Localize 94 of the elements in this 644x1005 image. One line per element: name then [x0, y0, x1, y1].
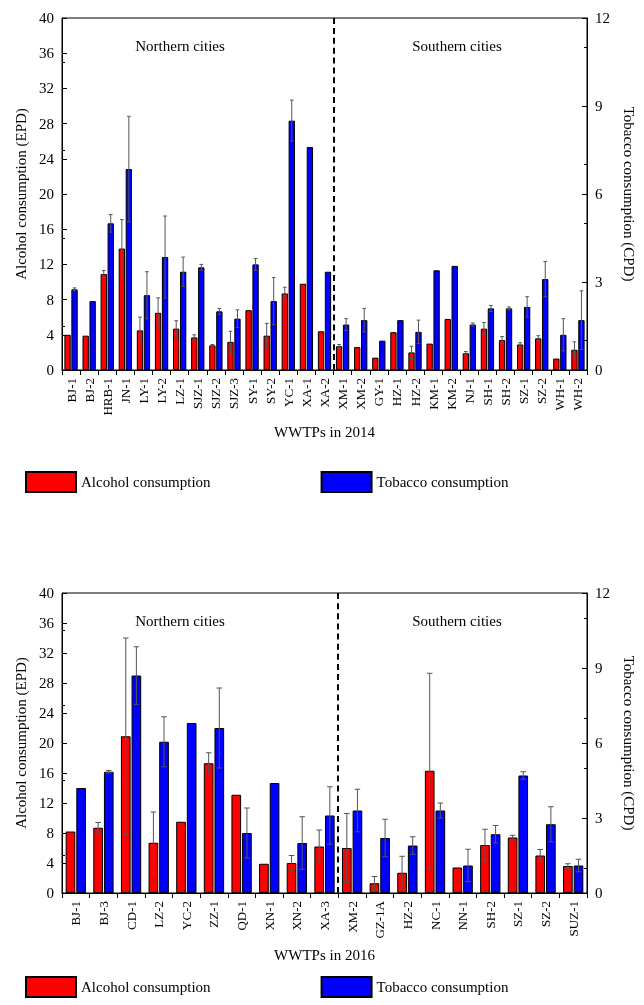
annotation: Southern cities	[412, 612, 502, 629]
y-tick-label: 4	[46, 326, 55, 343]
x-tick-label: GZ-1A	[372, 900, 388, 939]
x-tick-label: BJ-1	[68, 901, 84, 926]
x-tick-label: KM-2	[443, 378, 459, 410]
x-tick-label: WH-1	[552, 378, 568, 411]
y2-tick-label: 12	[595, 10, 610, 26]
x-tick-label: LZ-2	[151, 901, 167, 928]
x-axis-title: WWTPs in 2014	[274, 423, 376, 440]
y2-axis-title: Tobacco consumption (CPD)	[619, 106, 637, 282]
y-tick-label: 20	[39, 186, 54, 202]
x-tick-label: XN-2	[289, 901, 305, 931]
y-tick-label: 40	[39, 585, 54, 601]
x-tick-label: XA-3	[317, 901, 332, 931]
y-tick-label: 16	[39, 221, 55, 238]
x-tick-label: WH-2	[570, 378, 586, 411]
x-tick-label: ZZ-1	[206, 901, 222, 928]
x-tick-label: YC-1	[280, 378, 296, 407]
y2-tick-label: 12	[595, 585, 610, 601]
y2-tick-label: 9	[595, 660, 603, 676]
x-tick-label: NC-1	[427, 901, 443, 930]
x-tick-label: SJZ-2	[208, 378, 224, 410]
y-tick-label: 28	[39, 675, 54, 691]
x-tick-label: SY-2	[262, 378, 278, 405]
x-tick-label: HZ-2	[399, 901, 415, 930]
x-tick-label: HRB-1	[99, 378, 115, 416]
x-tick-label: XM-2	[344, 901, 360, 933]
y-tick-label: 32	[39, 80, 54, 97]
x-tick-label: QD-1	[234, 901, 250, 931]
y-tick-label: 36	[39, 615, 55, 631]
x-tick-label: HZ-2	[407, 378, 423, 407]
x-tick-label: HZ-1	[389, 378, 405, 407]
y2-tick-label: 6	[595, 735, 603, 751]
legend-label: Alcohol consumption	[81, 474, 212, 490]
y-tick-label: 12	[39, 795, 54, 811]
y2-tick-label: 3	[595, 810, 603, 826]
y-tick-label: 8	[46, 291, 54, 308]
x-tick-label: SZ-2	[534, 378, 550, 404]
y-tick-label: 0	[46, 362, 54, 378]
y2-axis-title: Tobacco consumption (CPD)	[619, 655, 637, 831]
x-tick-label: XM-2	[353, 378, 369, 410]
legend-label: Tobacco consumption	[376, 474, 509, 490]
y-tick-label: 8	[46, 825, 54, 841]
y-tick-label: 24	[39, 150, 55, 167]
x-tick-label: KM-1	[425, 378, 441, 410]
x-tick-label: YC-2	[178, 901, 194, 930]
y-tick-label: 20	[39, 735, 54, 751]
x-tick-label: SZ-2	[538, 901, 554, 927]
x-tick-label: JN-1	[117, 378, 133, 404]
y2-tick-label: 9	[595, 98, 603, 114]
annotation: Southern cities	[412, 37, 502, 54]
x-axis-title: WWTPs in 2016	[274, 946, 376, 963]
annotation: Northern cities	[135, 37, 225, 54]
x-tick-label: NN-1	[455, 901, 471, 931]
x-tick-label: XM-1	[335, 378, 351, 410]
y-tick-label: 28	[39, 115, 54, 132]
x-tick-label: SH-2	[482, 901, 498, 929]
y-axis-title: Alcohol consumption (EPD)	[12, 657, 30, 829]
y-tick-label: 4	[46, 855, 55, 871]
x-tick-label: SH-2	[498, 378, 514, 406]
x-tick-label: GY-1	[371, 378, 387, 407]
x-tick-label: NJ-1	[461, 378, 477, 404]
y2-tick-label: 6	[595, 186, 603, 202]
x-tick-label: LZ-1	[172, 378, 188, 405]
x-tick-label: BJ-2	[81, 378, 97, 403]
x-tick-label: SUZ-1	[565, 901, 581, 937]
x-tick-label: SJZ-3	[226, 378, 242, 410]
x-tick-label: XN-1	[261, 901, 277, 931]
y-tick-label: 12	[39, 256, 54, 273]
y-tick-label: 24	[39, 705, 55, 721]
y-tick-label: 16	[39, 765, 55, 781]
x-tick-label: SY-1	[244, 378, 260, 405]
y2-tick-label: 3	[595, 274, 603, 290]
legend-label: Tobacco consumption	[376, 979, 509, 995]
annotation: Northern cities	[135, 612, 225, 629]
x-tick-label: XA-1	[298, 378, 314, 408]
x-tick-label: SZ-1	[516, 378, 532, 404]
x-tick-label: SJZ-1	[190, 378, 206, 410]
x-tick-label: BJ-3	[95, 901, 111, 926]
x-tick-label: SZ-1	[510, 901, 526, 927]
y-tick-label: 36	[39, 45, 55, 62]
y-tick-label: 40	[39, 10, 54, 26]
x-tick-label: CD-1	[123, 901, 139, 930]
x-tick-label: XA-2	[317, 378, 332, 408]
y-axis-title: Alcohol consumption (EPD)	[12, 108, 30, 280]
y2-tick-label: 0	[595, 362, 603, 378]
x-tick-label: LY-1	[135, 378, 151, 404]
y-tick-label: 32	[39, 645, 54, 661]
x-tick-label: SH-1	[479, 378, 495, 406]
x-tick-label: LY-2	[154, 378, 170, 404]
y2-tick-label: 0	[595, 885, 603, 901]
y-tick-label: 0	[46, 885, 54, 901]
legend-label: Alcohol consumption	[81, 979, 212, 995]
x-tick-label: BJ-1	[63, 378, 79, 403]
